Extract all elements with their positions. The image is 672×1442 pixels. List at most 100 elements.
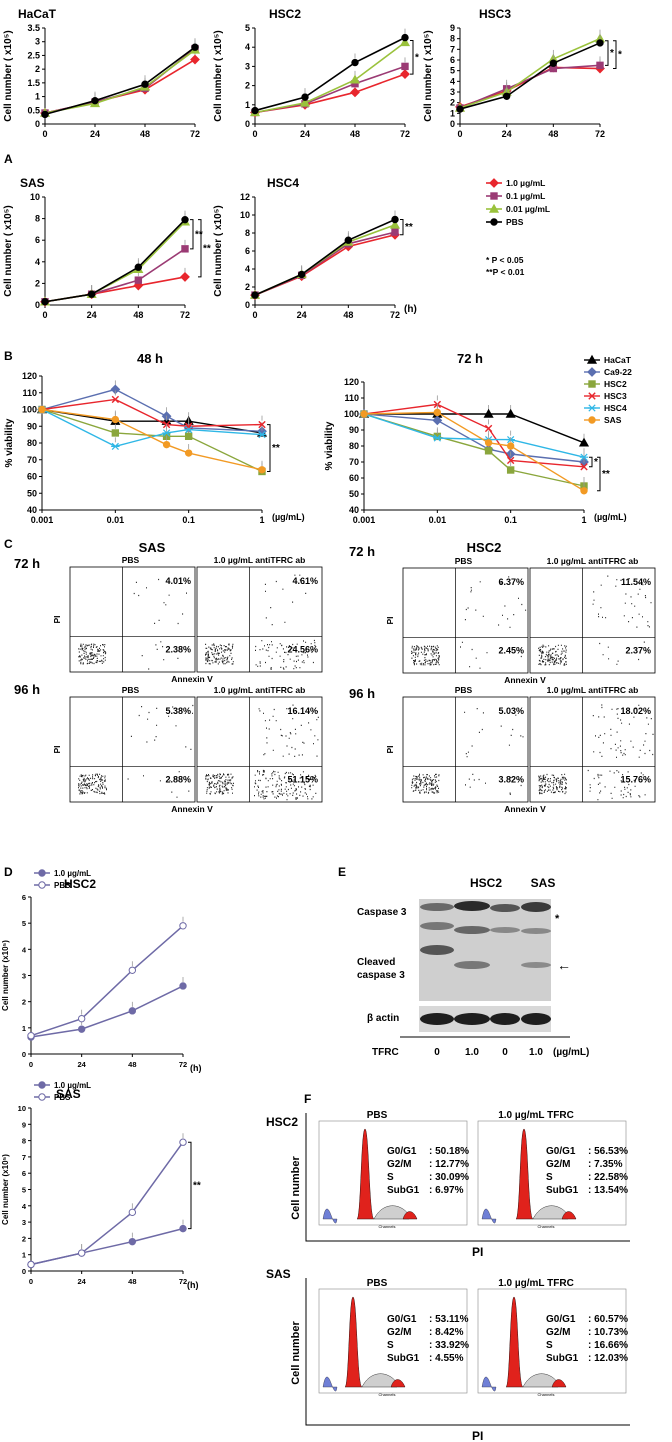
series-line — [44, 46, 196, 116]
y-axis-label: Cell number ( x10⁵) — [213, 30, 224, 121]
panel-a-sig2: **P < 0.01 — [486, 267, 525, 277]
flow-events — [78, 578, 187, 670]
series-line — [254, 41, 406, 114]
data-point — [91, 96, 99, 105]
chart-title: HSC2 — [269, 7, 301, 21]
flow-plot-frame — [529, 696, 656, 803]
quadrant-upper-right-pct: 4.01% — [165, 576, 191, 586]
flow-plot-frame — [69, 566, 196, 673]
x-tick-label: 0 — [252, 310, 257, 320]
legend-label-pbs: PBS — [54, 881, 71, 890]
y-tick-label: 2.5 — [27, 50, 40, 60]
flow-pbs-title: PBS — [122, 685, 140, 695]
cell-cycle-stat-name: SubG1 — [387, 1185, 420, 1196]
cell-cycle-stat-name: SubG1 — [546, 1353, 579, 1364]
panel-f-axes-sas — [305, 1278, 630, 1426]
histogram-channels-label: Channels — [379, 1392, 396, 1397]
panel-c-label: C — [4, 537, 13, 551]
series-line — [41, 408, 263, 471]
y-tick-label: 3.5 — [27, 23, 40, 33]
data-point — [87, 290, 96, 298]
data-point — [401, 62, 409, 71]
panel-c-72h-left: 72 h — [14, 556, 40, 571]
y-tick-label: 80 — [349, 441, 359, 451]
data-point — [580, 463, 588, 471]
y-tick-label: 60 — [349, 473, 359, 483]
y-axis-label: Cell number (x10⁵) — [1, 1154, 10, 1225]
panel-b-legend: HaCaT Ca9-22 HSC2 HSC3 HSC4 SAS — [584, 354, 632, 425]
data-point — [181, 215, 189, 224]
panel-c-72h-right: 72 h — [349, 544, 375, 559]
significance-label: ** — [602, 469, 610, 480]
flow-plot-frame — [69, 696, 196, 803]
y-tick-label: 6 — [22, 1169, 26, 1178]
flow-treated-title: 1.0 µg/mL antiTFRC ab — [547, 556, 639, 566]
x-tick-label: 24 — [502, 129, 512, 139]
significance-label: ** — [203, 243, 211, 254]
band-cleaved-lane2 — [454, 961, 490, 969]
blot-col-hsc2: HSC2 — [470, 876, 502, 890]
y-tick-label: 80 — [27, 438, 37, 448]
cell-cycle-stat-name: G0/G1 — [546, 1146, 576, 1157]
legend-label-treated: 1.0 µg/mL — [54, 1081, 91, 1090]
y-tick-label: 0.5 — [27, 105, 40, 115]
blot-lane4-dose: 1.0 — [529, 1047, 543, 1058]
flow-ylabel: PI — [385, 616, 395, 624]
y-tick-label: 8 — [35, 214, 40, 224]
data-point — [401, 33, 409, 42]
series-line — [254, 65, 406, 114]
blot-row-caspase3: Caspase 3 — [357, 907, 407, 918]
data-point — [181, 245, 189, 253]
flow-events — [411, 576, 527, 669]
cell-cycle-stat-name: G2/M — [546, 1327, 570, 1338]
x-tick-label: 24 — [87, 310, 97, 320]
y-tick-label: 90 — [27, 421, 37, 431]
legend-label: Ca9-22 — [604, 367, 632, 377]
y-tick-label: 1 — [245, 100, 250, 110]
cell-cycle-stat-value: : 8.42% — [429, 1327, 464, 1338]
legend-marker — [587, 367, 597, 377]
data-point — [184, 432, 193, 441]
data-point — [596, 39, 604, 47]
data-point — [180, 272, 190, 282]
flow-plot: 4.01% 2.38% PBS PI — [52, 555, 196, 673]
data-point — [77, 1249, 86, 1257]
y-tick-label: 3 — [450, 87, 455, 97]
data-point — [128, 1237, 137, 1246]
data-point — [41, 298, 49, 306]
histogram-frame — [477, 1288, 627, 1394]
data-point — [400, 69, 410, 79]
flow-plot-frame — [196, 566, 323, 673]
significance-label: ** — [272, 443, 280, 454]
legend-label: HaCaT — [604, 355, 632, 365]
series-line — [44, 219, 186, 303]
cell-cycle-stat-name: S — [546, 1340, 553, 1351]
blot-lane3-dose: 0 — [502, 1047, 508, 1058]
y-tick-label: 40 — [349, 505, 359, 515]
flow-treated-title: 1.0 µg/mL antiTFRC ab — [547, 685, 639, 695]
y-tick-label: 120 — [344, 377, 359, 387]
cell-cycle-stat-value: : 10.73% — [588, 1327, 628, 1338]
data-point — [505, 408, 516, 418]
data-point — [391, 215, 399, 224]
y-tick-label: 0 — [35, 119, 40, 129]
x-axis-label: (h) — [187, 1280, 199, 1290]
band-actin-lane3 — [490, 1013, 520, 1025]
y-tick-label: 3 — [22, 972, 26, 981]
band-caspase3-lane4 — [521, 902, 551, 912]
quadrant-lower-right-pct: 24.56% — [287, 644, 318, 654]
y-tick-label: 4 — [245, 264, 250, 274]
x-tick-label: 0.001 — [31, 515, 54, 525]
flow-xlabel: Annexin V — [504, 675, 546, 685]
data-point — [391, 228, 399, 236]
x-tick-label: 0 — [42, 129, 47, 139]
panel-f-xlabel-1: PI — [472, 1245, 483, 1259]
flow-pbs-title: PBS — [122, 555, 140, 565]
band-caspase3-lane2 — [454, 901, 490, 911]
histogram-g0g1-peak — [356, 1128, 375, 1220]
legend-marker — [490, 192, 498, 200]
band-actin-lane4 — [521, 1013, 551, 1025]
flow-ylabel: PI — [52, 615, 62, 623]
cell-cycle-plot: Channels PBS G0/G1: 53.11% G2/M: 8.42% S: 33… — [318, 1278, 469, 1397]
